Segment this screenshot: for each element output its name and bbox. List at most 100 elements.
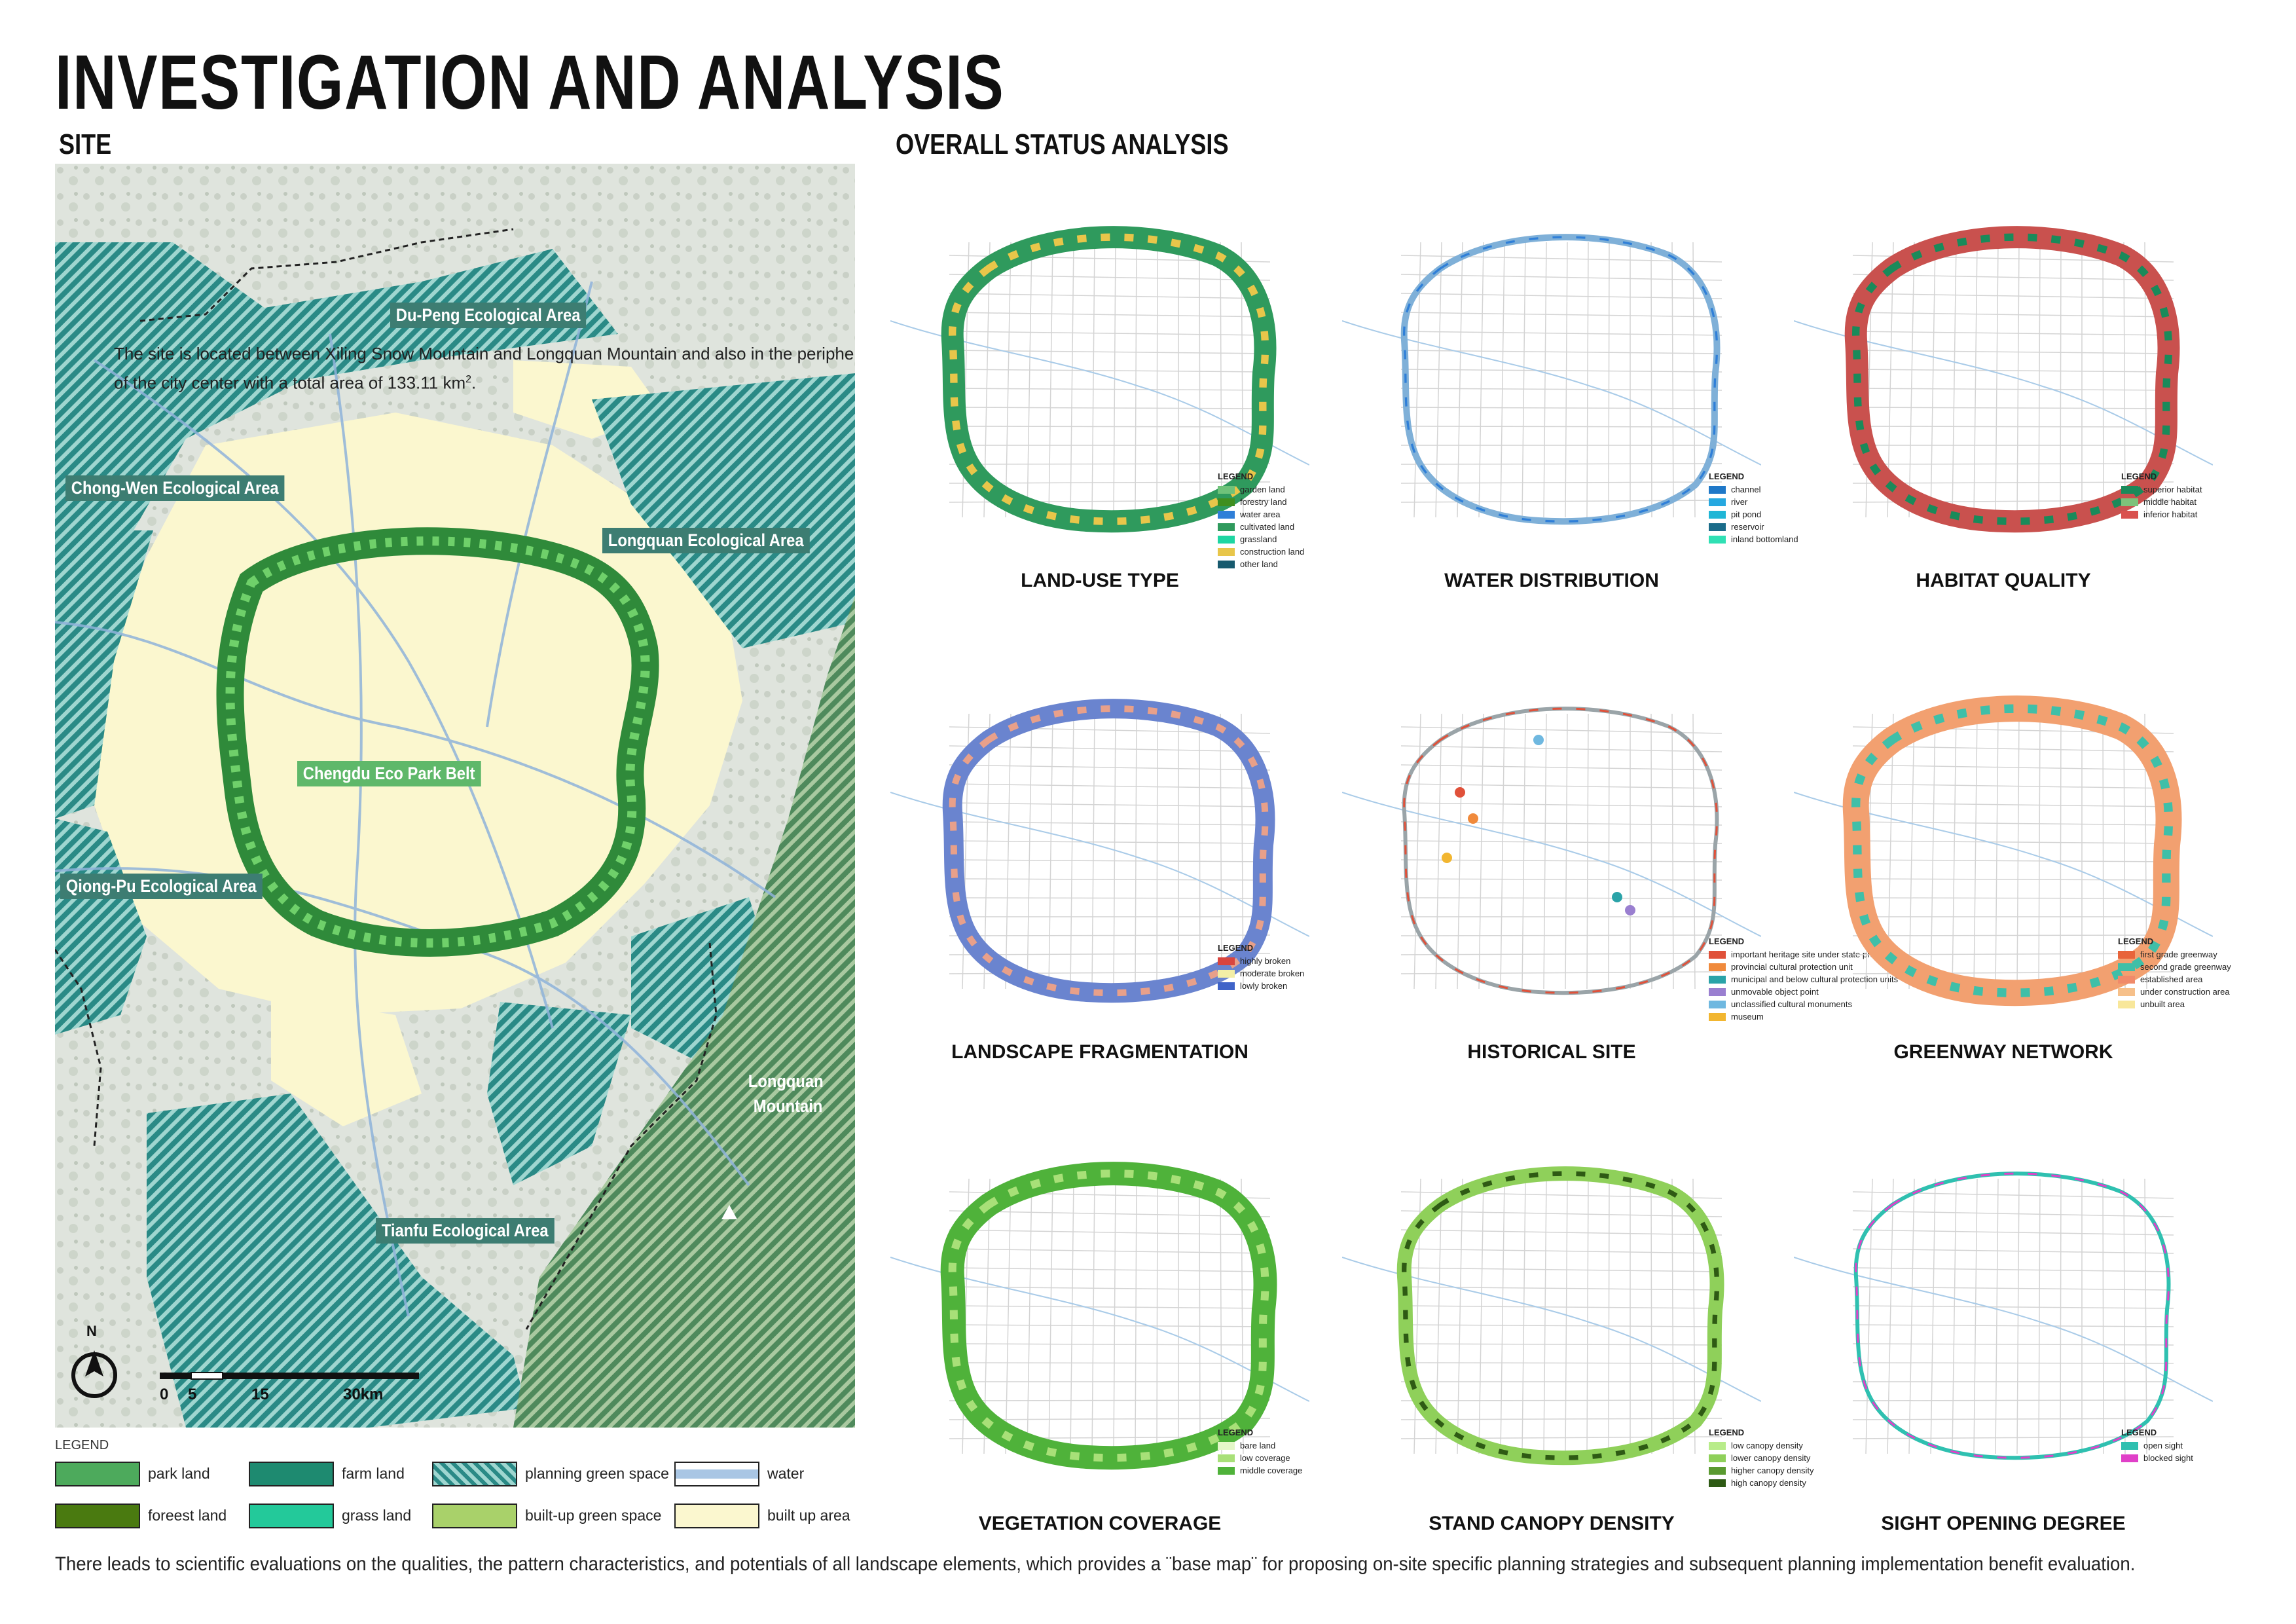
- site-legend-label: water: [767, 1465, 805, 1482]
- panel-legend-title: LEGEND: [1709, 1428, 1745, 1437]
- panel-map: [1342, 234, 1761, 525]
- panel-legend-item: superior habitat: [2121, 483, 2202, 496]
- panel-legend-swatch: [2121, 1454, 2138, 1462]
- analysis-panel: LEGEND first grade greenway second grade g…: [1794, 661, 2231, 1067]
- site-legend-label: foreest land: [148, 1507, 227, 1524]
- analysis-panel: LEGEND bare land low coverage middle covera…: [890, 1126, 1309, 1534]
- panel-legend-item: museum: [1709, 1010, 1900, 1023]
- panel-legend-swatch: [2118, 963, 2135, 971]
- panel-legend-item: middle habitat: [2121, 496, 2202, 508]
- site-legend-swatch: [249, 1504, 334, 1528]
- analysis-panel: LEGEND superior habitat middle habitat infe…: [1794, 190, 2213, 596]
- scale-5: 5: [188, 1386, 197, 1403]
- panel-legend-item: garden land: [1218, 483, 1304, 496]
- panel-legend-swatch: [1709, 1479, 1726, 1487]
- panel-legend-item: lower canopy density: [1709, 1452, 1813, 1464]
- label-tianfu: Tianfu Ecological Area: [376, 1218, 555, 1244]
- panel-legend-swatch: [1709, 1466, 1726, 1475]
- panel-title: GREENWAY NETWORK: [1893, 1041, 2113, 1063]
- panel-legend-label: lowly broken: [1240, 981, 1288, 991]
- panel-map: [1342, 707, 1761, 995]
- panel-legend-item: bare land: [1218, 1439, 1302, 1452]
- panel-legend-title: LEGEND: [1218, 943, 1254, 953]
- panel-legend-swatch: [1218, 510, 1235, 519]
- site-legend-swatch: [674, 1504, 759, 1528]
- analysis-panel: LEGEND garden land forestry land water area…: [890, 190, 1309, 596]
- panel-legend: LEGEND superior habitat middle habitat infe…: [2121, 471, 2202, 521]
- site-legend-label: built-up green space: [525, 1507, 662, 1524]
- panel-legend-label: open sight: [2143, 1441, 2183, 1450]
- scale-0: 0: [160, 1386, 169, 1403]
- panel-legend-swatch: [1218, 498, 1235, 506]
- site-legend-title: LEGEND: [55, 1438, 109, 1452]
- panel-legend-swatch: [1709, 510, 1726, 519]
- panel-legend-swatch: [2118, 1000, 2135, 1008]
- scale-15: 15: [251, 1386, 269, 1403]
- panel-legend-label: bare land: [1240, 1441, 1276, 1450]
- site-legend-swatch: [674, 1462, 759, 1486]
- panel-legend-label: unbuilt area: [2140, 999, 2185, 1009]
- panel-legend-item: inland bottomland: [1709, 533, 1798, 545]
- panel-legend-title: LEGEND: [1709, 936, 1745, 946]
- panel-map: [1342, 1166, 1761, 1466]
- panel-legend-label: first grade greenway: [2140, 950, 2217, 959]
- panel-legend-item: unclassified cultural monuments: [1709, 998, 1900, 1010]
- panel-legend-label: superior habitat: [2143, 485, 2202, 494]
- panel-legend-label: water area: [1240, 509, 1281, 519]
- scale-30km: 30km: [343, 1386, 384, 1403]
- panel-legend-item: high canopy density: [1709, 1477, 1813, 1489]
- panel-legend: LEGEND channel river pit pond reservoir inlan…: [1709, 471, 1798, 545]
- panel-legend-label: municipal and below cultural protection …: [1731, 974, 1899, 984]
- panel-legend-label: forestry land: [1240, 497, 1287, 507]
- panel-map: [890, 226, 1309, 533]
- panel-legend-label: cultivated land: [1240, 522, 1295, 532]
- panel-legend-label: garden land: [1240, 485, 1285, 494]
- panel-legend-title: LEGEND: [1218, 1428, 1254, 1437]
- panel-legend-item: reservoir: [1709, 521, 1798, 533]
- panel-legend-label: river: [1731, 497, 1748, 507]
- panel-legend-swatch: [1709, 1000, 1726, 1008]
- site-heading: SITE: [59, 128, 112, 160]
- panel-legend-item: low canopy density: [1709, 1439, 1813, 1452]
- panel-legend-item: unbuilt area: [2118, 998, 2231, 1010]
- panel-legend-label: highly broken: [1240, 956, 1291, 966]
- panel-legend-item: moderate broken: [1218, 967, 1304, 980]
- panel-legend-swatch: [1218, 969, 1235, 978]
- panel-legend-item: highly broken: [1218, 955, 1304, 967]
- panel-legend-title: LEGEND: [2121, 471, 2157, 481]
- panel-legend: LEGEND garden land forestry land water area…: [1218, 471, 1304, 570]
- panel-title: LANDSCAPE FRAGMENTATION: [951, 1041, 1248, 1063]
- panel-legend-label: important heritage site under state prot…: [1731, 950, 1900, 959]
- panel-legend-swatch: [1709, 1012, 1726, 1021]
- panel-legend-label: second grade greenway: [2140, 962, 2231, 972]
- analysis-panel: LEGEND highly broken moderate broken lowly …: [890, 661, 1309, 1067]
- panel-legend-label: channel: [1731, 485, 1761, 494]
- panel-title: VEGETATION COVERAGE: [978, 1513, 1222, 1534]
- panel-legend-label: lower canopy density: [1731, 1453, 1811, 1463]
- panel-legend-swatch: [1709, 498, 1726, 506]
- panel-legend-label: museum: [1731, 1012, 1764, 1022]
- panel-legend-swatch: [2121, 510, 2138, 519]
- panel-legend-item: municipal and below cultural protection …: [1709, 973, 1900, 986]
- panel-legend: LEGEND low canopy density lower canopy den…: [1709, 1428, 1813, 1489]
- label-longquan-area: Longquan Ecological Area: [602, 528, 810, 553]
- label-qiong-pu: Qiong-Pu Ecological Area: [60, 874, 263, 899]
- panel-legend-label: established area: [2140, 974, 2203, 984]
- panel-legend: LEGEND highly broken moderate broken lowly …: [1218, 943, 1304, 992]
- panel-legend-swatch: [1218, 1454, 1235, 1462]
- panel-map: [890, 699, 1309, 1003]
- panel-legend-swatch: [2118, 950, 2135, 959]
- panel-legend-swatch: [1709, 523, 1726, 531]
- panel-legend-label: construction land: [1240, 547, 1305, 557]
- site-legend-swatch: [55, 1462, 140, 1486]
- footer-text: There leads to scientific evaluations on…: [55, 1553, 2136, 1575]
- panel-legend-title: LEGEND: [2118, 936, 2154, 946]
- panel-legend-swatch: [1709, 485, 1726, 494]
- panel-legend-item: inferior habitat: [2121, 508, 2202, 521]
- panel-legend-item: channel: [1709, 483, 1798, 496]
- analysis-panel: LEGEND low canopy density lower canopy den…: [1342, 1126, 1813, 1534]
- panel-legend-label: other land: [1240, 559, 1278, 569]
- panel-legend: LEGEND open sight blocked sight: [2121, 1428, 2193, 1464]
- panel-legend-label: low canopy density: [1731, 1441, 1803, 1450]
- panel-legend-item: water area: [1218, 508, 1304, 521]
